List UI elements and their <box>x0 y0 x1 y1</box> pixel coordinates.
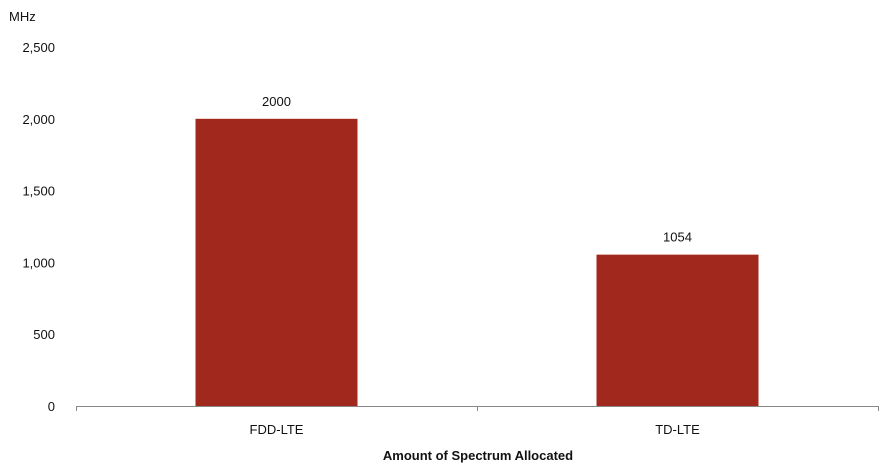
bars: 2000 1054 <box>195 94 759 407</box>
y-tick-label: 2,500 <box>22 40 55 55</box>
category-labels: FDD-LTE TD-LTE <box>250 422 701 437</box>
y-axis-ticks: 0 500 1,000 1,500 2,000 2,500 <box>22 40 55 414</box>
category-label: TD-LTE <box>655 422 700 437</box>
data-label: 2000 <box>262 94 291 109</box>
bar <box>596 254 759 406</box>
data-label: 1054 <box>663 230 692 245</box>
x-axis-title: Amount of Spectrum Allocated <box>383 448 573 463</box>
y-tick-label: 500 <box>33 327 55 342</box>
bar <box>195 118 358 407</box>
y-tick-label: 0 <box>48 399 55 414</box>
category-label: FDD-LTE <box>250 422 304 437</box>
y-tick-label: 2,000 <box>22 112 55 127</box>
y-tick-label: 1,500 <box>22 184 55 199</box>
y-tick-label: 1,000 <box>22 255 55 270</box>
y-unit-label: MHz <box>9 9 36 24</box>
x-axis-ticks <box>76 406 879 411</box>
